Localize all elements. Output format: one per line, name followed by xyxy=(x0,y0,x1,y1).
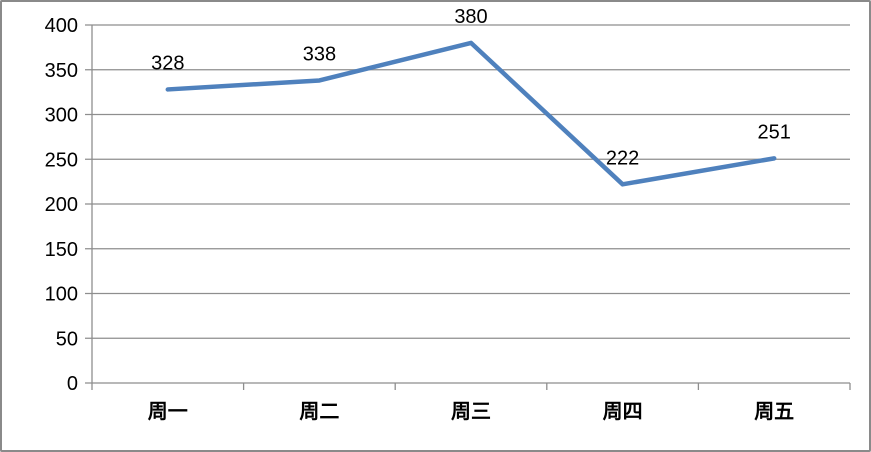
data-point-label: 380 xyxy=(454,6,487,28)
data-point-label: 222 xyxy=(606,147,639,169)
y-tick-label: 150 xyxy=(45,239,78,261)
y-tick-label: 200 xyxy=(45,194,78,216)
y-tick-label: 0 xyxy=(67,373,78,395)
x-category-label: 周四 xyxy=(603,399,643,423)
x-category-label: 周五 xyxy=(754,399,794,423)
x-category-label: 周二 xyxy=(299,399,339,423)
data-point-label: 251 xyxy=(758,121,791,143)
data-point-label: 328 xyxy=(151,52,184,74)
series-line xyxy=(165,40,777,187)
y-tick-label: 300 xyxy=(45,105,78,127)
y-tick-label: 400 xyxy=(45,15,78,37)
x-category-label: 周三 xyxy=(451,399,491,423)
y-tick-label: 350 xyxy=(45,60,78,82)
x-category-label: 周一 xyxy=(148,399,188,423)
y-tick-label: 50 xyxy=(56,328,78,350)
data-point-label: 338 xyxy=(303,43,336,65)
y-tick-label: 100 xyxy=(45,284,78,306)
y-tick-label: 250 xyxy=(45,149,78,171)
